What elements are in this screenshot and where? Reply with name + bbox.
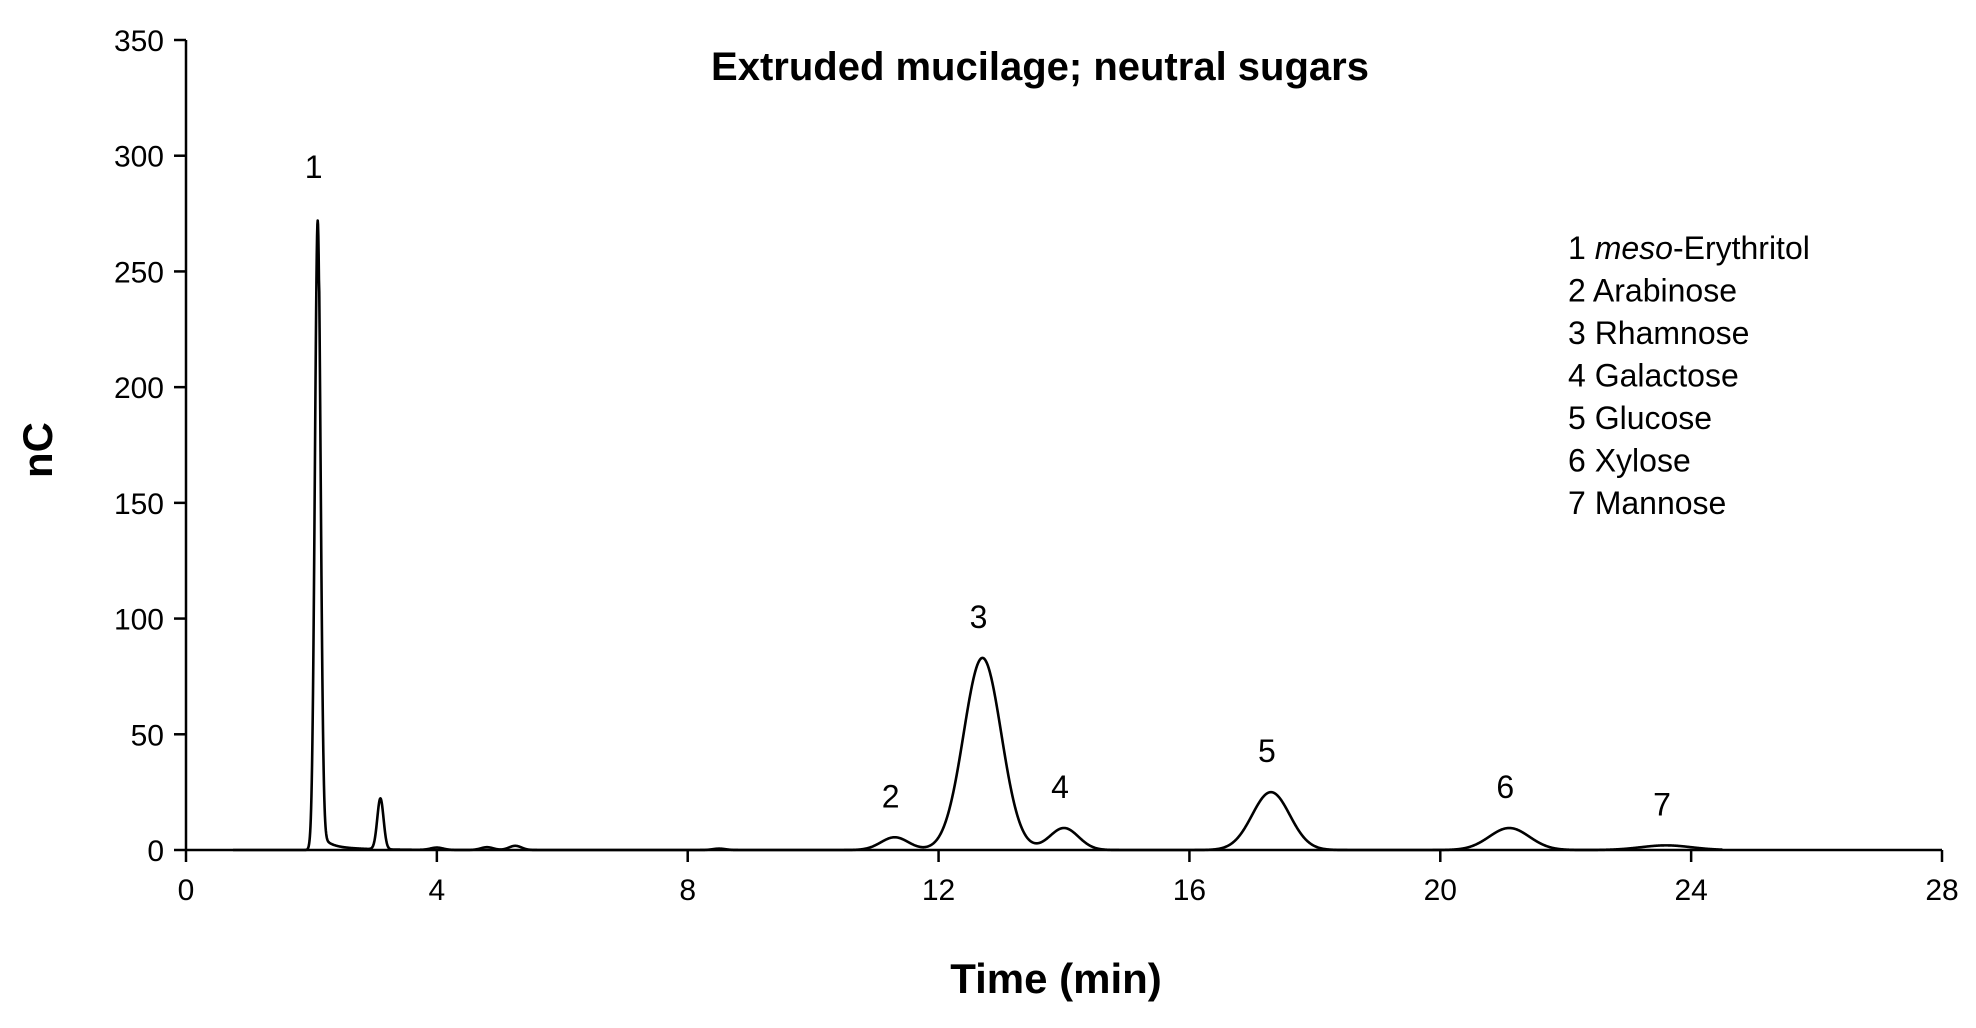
legend-item: 2 Arabinose	[1568, 273, 1737, 309]
y-tick-label: 100	[114, 604, 164, 637]
y-axis-title: nC	[14, 422, 61, 478]
peak-labels: 1 2 3 4 5 6 7	[305, 149, 1671, 822]
legend-item: 3 Rhamnose	[1568, 315, 1749, 351]
legend-item-name: Glucose	[1595, 400, 1712, 436]
chromatogram-trace	[232, 219, 1724, 852]
y-tick-label: 250	[114, 256, 164, 289]
x-tick-label: 8	[679, 874, 696, 907]
x-tick-label: 28	[1925, 874, 1958, 907]
peak-label-5: 5	[1258, 733, 1276, 769]
legend-item-name: Arabinose	[1593, 273, 1737, 309]
x-tick-label: 20	[1424, 874, 1457, 907]
legend-item-number: 1	[1568, 230, 1586, 266]
legend-item: 7 Mannose	[1568, 485, 1726, 521]
y-tick-label: 150	[114, 488, 164, 521]
x-tick-label: 24	[1674, 874, 1707, 907]
legend-item-name: -Erythritol	[1673, 230, 1810, 266]
x-axis-title: Time (min)	[950, 955, 1162, 1002]
peak-label-1: 1	[305, 149, 323, 185]
legend-item-number: 6	[1568, 443, 1586, 479]
x-tick-label: 16	[1173, 874, 1206, 907]
y-ticks: 0 50 100 150 200 250 300 350	[114, 25, 186, 868]
legend-item-name: Xylose	[1595, 443, 1691, 479]
y-tick-label: 300	[114, 141, 164, 174]
legend-item-name: Rhamnose	[1595, 315, 1750, 351]
legend-item-number: 2	[1568, 273, 1586, 309]
x-tick-label: 0	[178, 874, 195, 907]
x-tick-label: 12	[922, 874, 955, 907]
y-tick-label: 0	[147, 835, 164, 868]
legend-item: 4 Galactose	[1568, 358, 1739, 394]
peak-label-2: 2	[882, 778, 900, 814]
peak-label-7: 7	[1653, 786, 1671, 822]
legend-item-number: 5	[1568, 400, 1586, 436]
x-tick-label: 4	[429, 874, 446, 907]
legend-item: 5 Glucose	[1568, 400, 1712, 436]
peak-label-4: 4	[1051, 769, 1069, 805]
legend-item-name: Mannose	[1595, 485, 1727, 521]
peak-label-6: 6	[1496, 769, 1514, 805]
y-tick-label: 350	[114, 25, 164, 58]
y-tick-label: 50	[131, 719, 164, 752]
legend-item: 1 meso-Erythritol	[1568, 230, 1810, 266]
legend-item-italic: meso	[1595, 230, 1673, 266]
peak-label-3: 3	[970, 599, 988, 635]
chart-title: Extruded mucilage; neutral sugars	[711, 45, 1369, 89]
x-ticks: 0 4 8 12 16 20 24 28	[178, 850, 1959, 907]
y-tick-label: 200	[114, 372, 164, 405]
legend-item-number: 7	[1568, 485, 1586, 521]
legend-item-number: 3	[1568, 315, 1586, 351]
legend-item-number: 4	[1568, 358, 1586, 394]
legend-item-name: Galactose	[1595, 358, 1739, 394]
legend-item: 6 Xylose	[1568, 443, 1691, 479]
